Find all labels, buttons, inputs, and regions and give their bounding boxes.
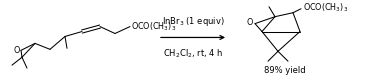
Text: OCO(CH$_3$)$_3$: OCO(CH$_3$)$_3$ [303,2,348,14]
Text: O: O [247,18,253,27]
Text: 89% yield: 89% yield [264,66,306,75]
Text: O: O [13,46,20,55]
Text: CH$_2$Cl$_2$, rt, 4 h: CH$_2$Cl$_2$, rt, 4 h [163,47,223,60]
Text: OCO(CH$_3$)$_3$: OCO(CH$_3$)$_3$ [131,20,176,33]
Text: InBr$_3$ (1 equiv): InBr$_3$ (1 equiv) [162,15,224,28]
